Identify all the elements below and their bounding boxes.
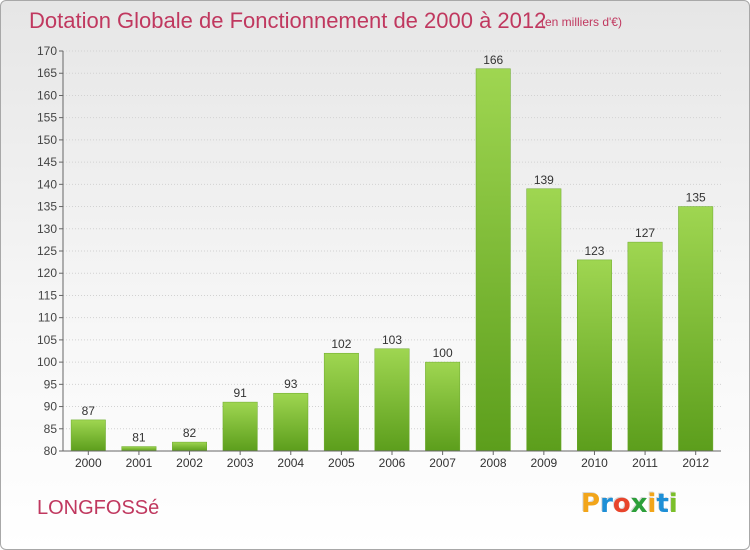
x-tick-label: 2007: [429, 456, 456, 470]
y-tick-label: 145: [37, 155, 57, 169]
data-label: 127: [635, 226, 655, 240]
logo-letter: i: [668, 489, 678, 519]
bar-2006: [374, 348, 410, 452]
y-tick-label: 90: [44, 400, 58, 414]
data-label: 103: [382, 333, 402, 347]
bar-2003: [222, 401, 258, 452]
x-tick-label: 2003: [227, 456, 254, 470]
logo-letter: t: [656, 489, 669, 519]
x-tick-label: 2009: [530, 456, 557, 470]
data-label: 166: [483, 53, 503, 67]
bar-2002: [172, 441, 207, 452]
y-tick-label: 120: [37, 266, 57, 280]
data-label: 93: [284, 377, 298, 391]
y-tick-label: 105: [37, 333, 57, 347]
data-label: 139: [534, 173, 554, 187]
y-tick-label: 150: [37, 133, 57, 147]
data-label: 87: [82, 404, 96, 418]
y-tick-label: 140: [37, 177, 57, 191]
logo-letter: x: [630, 489, 648, 519]
proxiti-logo: Proxiti: [581, 489, 678, 519]
x-tick-label: 2000: [75, 456, 102, 470]
x-tick-label: 2012: [682, 456, 709, 470]
x-tick-label: 2010: [581, 456, 608, 470]
y-tick-label: 110: [38, 311, 57, 325]
data-label: 81: [132, 431, 146, 445]
bar-2011: [627, 241, 663, 452]
y-tick-label: 95: [44, 377, 58, 391]
data-label: 102: [331, 337, 351, 351]
logo-letter: i: [647, 489, 657, 519]
y-tick-label: 80: [44, 444, 58, 458]
chart-subtitle: (en milliers d'€): [541, 15, 622, 29]
y-tick-label: 135: [37, 200, 57, 214]
x-tick-label: 2008: [480, 456, 507, 470]
bar-2007: [425, 361, 461, 452]
y-tick-label: 165: [37, 66, 57, 80]
y-tick-label: 125: [37, 244, 57, 258]
y-tick-label: 130: [37, 222, 57, 236]
x-tick-label: 2005: [328, 456, 355, 470]
bar-2010: [577, 259, 612, 452]
commune-name: LONGFOSSé: [37, 497, 160, 519]
y-tick-label: 155: [37, 111, 57, 125]
y-tick-label: 85: [44, 422, 58, 436]
logo-letter: r: [600, 489, 613, 519]
bar-2005: [323, 352, 359, 452]
x-tick-label: 2011: [632, 456, 658, 470]
y-tick-label: 100: [37, 355, 57, 369]
logo-letter: o: [612, 489, 631, 519]
logo-letter: P: [581, 489, 601, 519]
y-tick-label: 170: [37, 44, 57, 58]
x-tick-label: 2004: [277, 456, 304, 470]
chart-title: Dotation Globale de Fonctionnement de 20…: [29, 8, 547, 33]
data-label: 91: [233, 386, 247, 400]
bar-2008: [475, 68, 511, 452]
x-tick-label: 2001: [126, 456, 153, 470]
data-label: 82: [183, 426, 197, 440]
y-tick-label: 115: [38, 288, 57, 302]
y-tick-label: 160: [37, 88, 57, 102]
x-tick-label: 2006: [379, 456, 406, 470]
bar-2004: [273, 392, 309, 452]
data-label: 123: [584, 244, 604, 258]
bar-2012: [678, 206, 714, 452]
x-tick-label: 2002: [176, 456, 203, 470]
data-label: 135: [686, 191, 706, 205]
data-label: 100: [433, 346, 453, 360]
bar-2001: [121, 446, 157, 452]
bar-2009: [526, 188, 562, 452]
bar-2000: [70, 419, 106, 452]
